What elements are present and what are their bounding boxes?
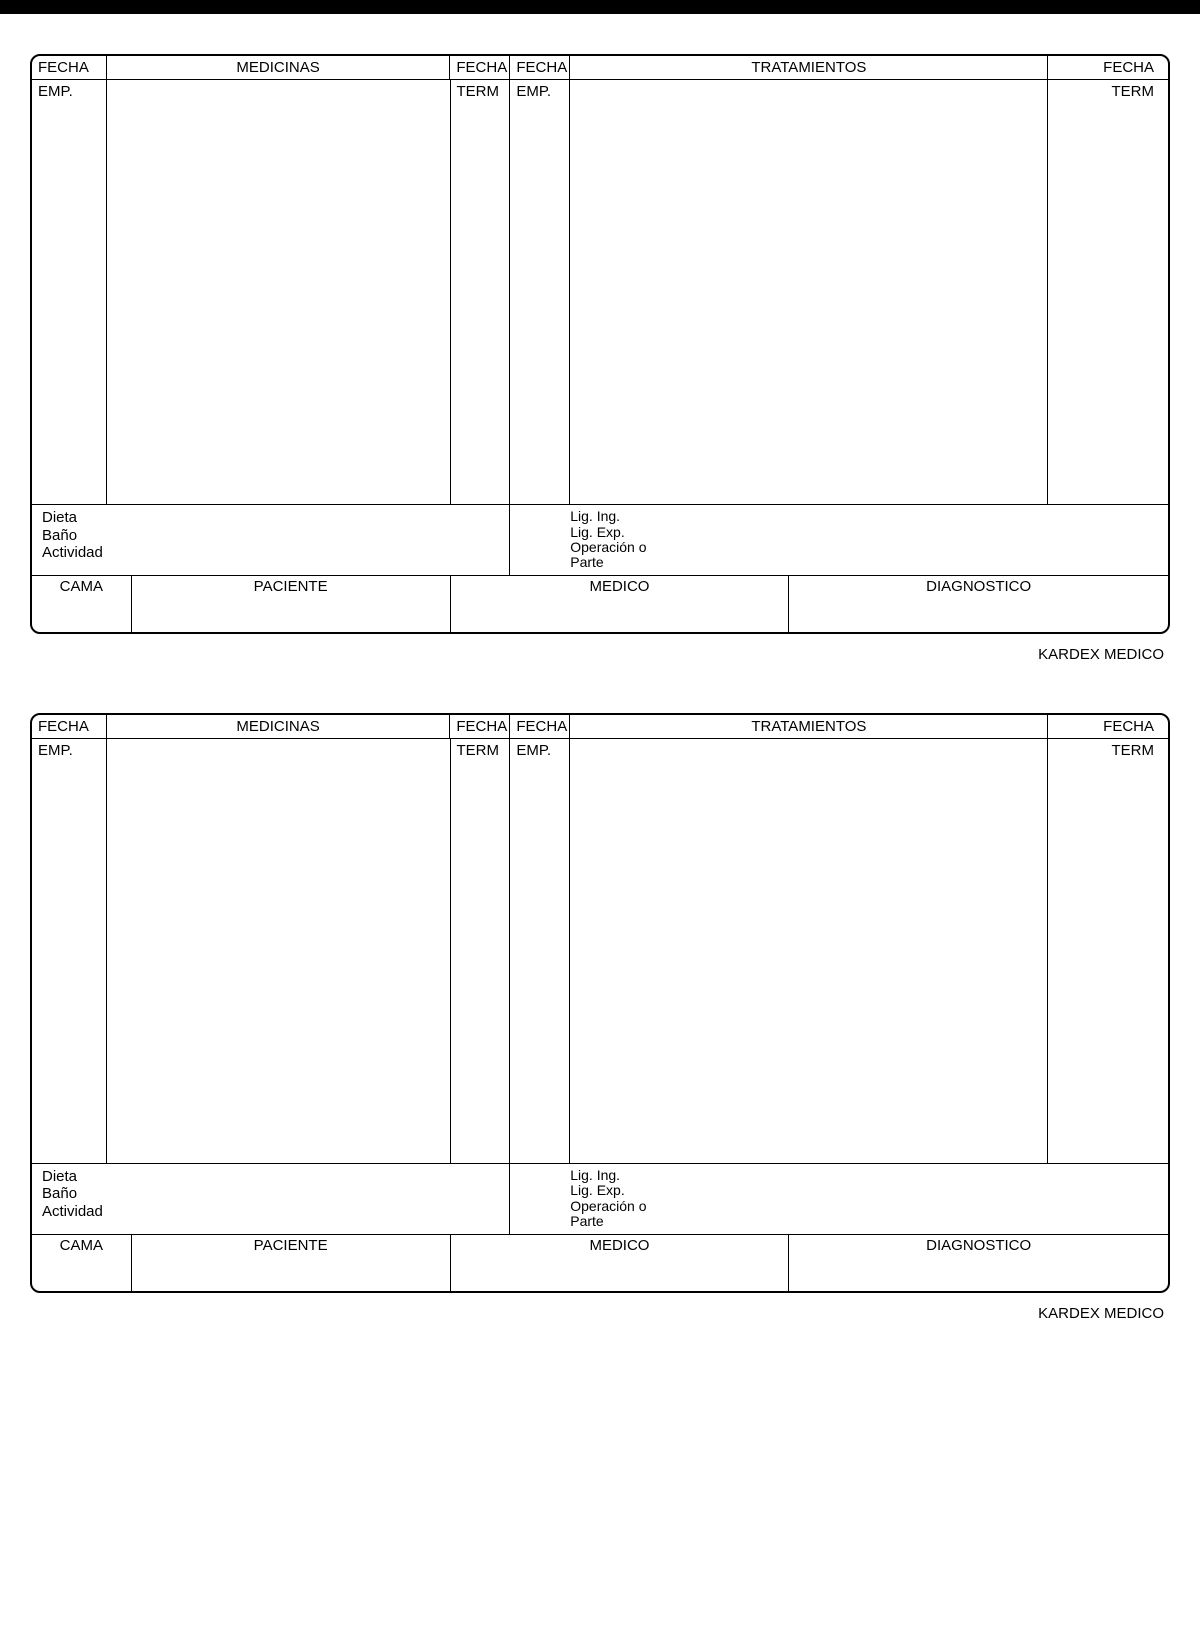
col-emp-left: EMP. (32, 739, 107, 1163)
footer-diagnostico: DIAGNOSTICO (789, 1235, 1168, 1291)
col-medicinas (107, 739, 451, 1163)
footer-diagnostico: DIAGNOSTICO (789, 576, 1168, 632)
hdr-tratamientos: TRATAMIENTOS (570, 56, 1048, 79)
notes-right: Lig. Ing. Lig. Exp. Operación o Parte (510, 505, 1168, 575)
scanner-top-edge (0, 0, 1200, 14)
notes-left: Dieta Baño Actividad (32, 1164, 510, 1234)
footer-medico: MEDICO (451, 1235, 790, 1291)
body-row: EMP. TERM EMP. TERM (32, 80, 1168, 505)
note-bano: Baño (42, 1185, 499, 1202)
footer-cama: CAMA (32, 576, 132, 632)
notes-row: Dieta Baño Actividad Lig. Ing. Lig. Exp.… (32, 505, 1168, 576)
page: FECHA MEDICINAS FECHA FECHA TRATAMIENTOS… (0, 14, 1200, 1392)
footer-paciente: PACIENTE (132, 576, 451, 632)
footer-paciente: PACIENTE (132, 1235, 451, 1291)
notes-right: Lig. Ing. Lig. Exp. Operación o Parte (510, 1164, 1168, 1234)
hdr-tratamientos: TRATAMIENTOS (570, 715, 1048, 738)
note-operacion: Operación o (570, 540, 1158, 555)
note-dieta: Dieta (42, 509, 499, 526)
kardex-card-1: FECHA MEDICINAS FECHA FECHA TRATAMIENTOS… (30, 54, 1170, 634)
kardex-label-2: KARDEX MEDICO (30, 1303, 1170, 1322)
note-operacion: Operación o (570, 1199, 1158, 1214)
note-actividad: Actividad (42, 544, 499, 561)
footer-row: CAMA PACIENTE MEDICO DIAGNOSTICO (32, 1235, 1168, 1291)
hdr-fecha-mid2: FECHA (510, 715, 570, 738)
label-term-left: TERM (457, 742, 504, 759)
kardex-label-1: KARDEX MEDICO (30, 644, 1170, 663)
kardex-card-2: FECHA MEDICINAS FECHA FECHA TRATAMIENTOS… (30, 713, 1170, 1293)
note-dieta: Dieta (42, 1168, 499, 1185)
footer-cama: CAMA (32, 1235, 132, 1291)
hdr-fecha-right: FECHA (1048, 715, 1168, 738)
footer-medico: MEDICO (451, 576, 790, 632)
header-row: FECHA MEDICINAS FECHA FECHA TRATAMIENTOS… (32, 56, 1168, 80)
label-term-left: TERM (457, 83, 504, 100)
label-term-right: TERM (1054, 742, 1154, 759)
col-tratamientos (570, 739, 1048, 1163)
label-emp-left: EMP. (38, 742, 100, 759)
col-term-right: TERM (1048, 80, 1168, 504)
col-term-right: TERM (1048, 739, 1168, 1163)
col-emp-right: EMP. (510, 739, 570, 1163)
note-parte: Parte (570, 555, 1158, 570)
col-medicinas (107, 80, 451, 504)
hdr-fecha-right: FECHA (1048, 56, 1168, 79)
note-lig-exp: Lig. Exp. (570, 1183, 1158, 1198)
note-lig-exp: Lig. Exp. (570, 525, 1158, 540)
label-emp-left: EMP. (38, 83, 100, 100)
footer-row: CAMA PACIENTE MEDICO DIAGNOSTICO (32, 576, 1168, 632)
notes-row: Dieta Baño Actividad Lig. Ing. Lig. Exp.… (32, 1164, 1168, 1235)
body-row: EMP. TERM EMP. TERM (32, 739, 1168, 1164)
hdr-fecha-left: FECHA (32, 715, 107, 738)
col-tratamientos (570, 80, 1048, 504)
note-actividad: Actividad (42, 1203, 499, 1220)
col-emp-left: EMP. (32, 80, 107, 504)
col-emp-right: EMP. (510, 80, 570, 504)
col-term-left: TERM (451, 739, 511, 1163)
note-parte: Parte (570, 1214, 1158, 1229)
note-bano: Baño (42, 527, 499, 544)
note-lig-ing: Lig. Ing. (570, 1168, 1158, 1183)
note-lig-ing: Lig. Ing. (570, 509, 1158, 524)
notes-left: Dieta Baño Actividad (32, 505, 510, 575)
label-emp-right: EMP. (516, 742, 563, 759)
header-row: FECHA MEDICINAS FECHA FECHA TRATAMIENTOS… (32, 715, 1168, 739)
label-term-right: TERM (1054, 83, 1154, 100)
col-term-left: TERM (451, 80, 511, 504)
hdr-fecha-mid1: FECHA (450, 56, 510, 79)
hdr-medicinas: MEDICINAS (107, 715, 451, 738)
label-emp-right: EMP. (516, 83, 563, 100)
hdr-fecha-left: FECHA (32, 56, 107, 79)
hdr-fecha-mid1: FECHA (450, 715, 510, 738)
hdr-fecha-mid2: FECHA (510, 56, 570, 79)
hdr-medicinas: MEDICINAS (107, 56, 451, 79)
